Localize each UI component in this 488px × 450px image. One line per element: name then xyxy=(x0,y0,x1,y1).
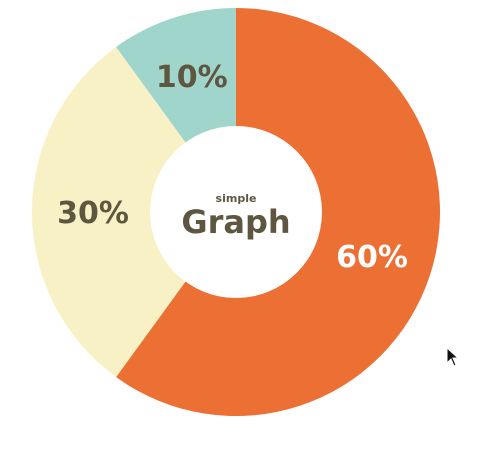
labels-group: 60% 30% 10% xyxy=(57,60,408,275)
center-subtitle: simple xyxy=(216,192,257,205)
center-title: Graph xyxy=(181,203,290,241)
donut-hole xyxy=(150,126,322,298)
slice-label-2: 30% xyxy=(57,196,129,231)
slice-label-3: 10% xyxy=(156,60,228,95)
slice-label-1: 60% xyxy=(336,240,408,275)
mouse-pointer-icon xyxy=(446,347,460,367)
slice-2 xyxy=(31,46,236,378)
